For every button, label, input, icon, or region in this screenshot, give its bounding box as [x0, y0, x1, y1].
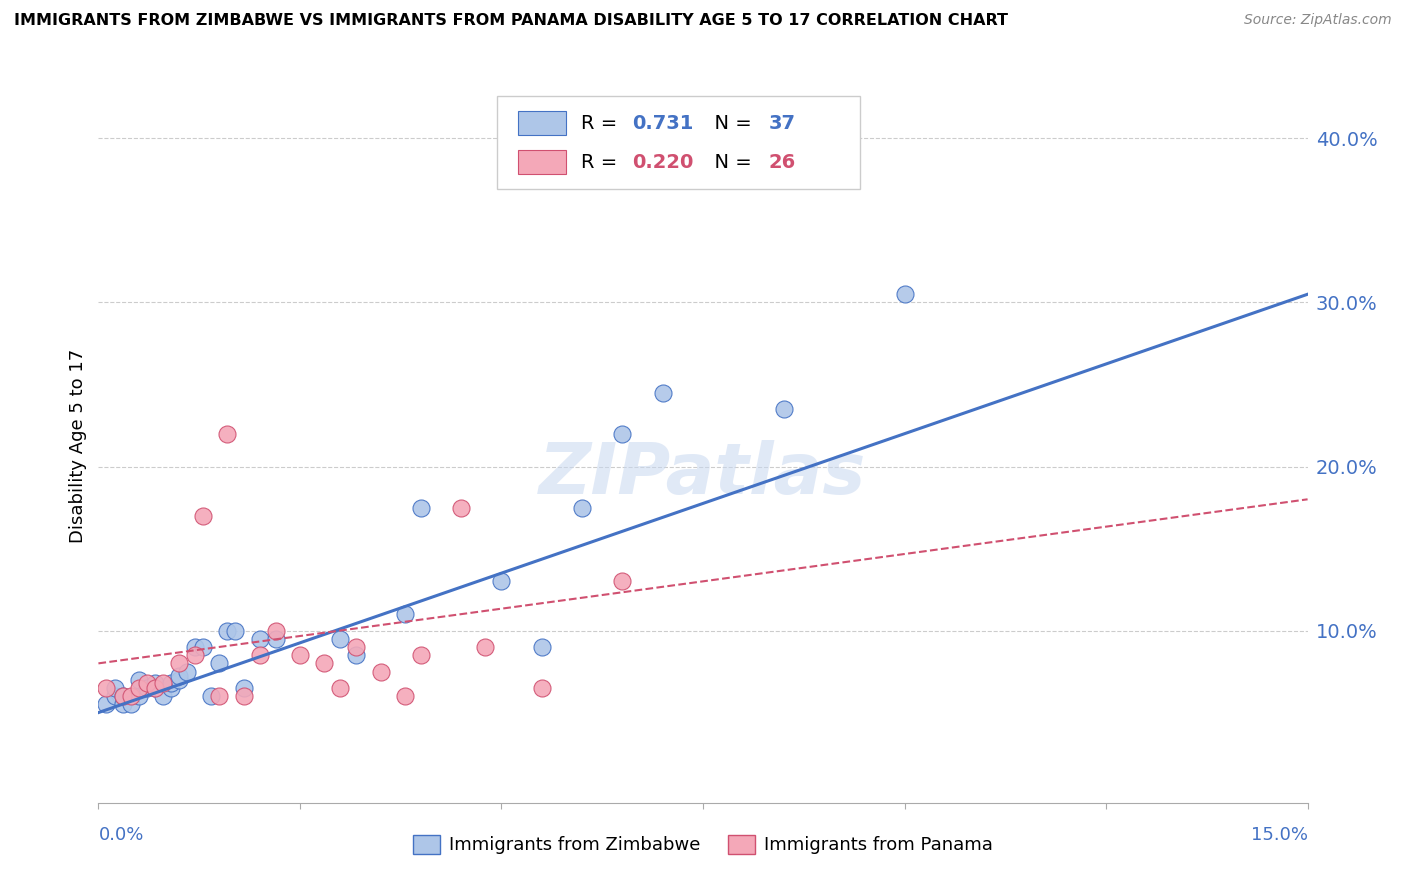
Point: [120, 689, 142, 703]
Point: [264, 624, 287, 638]
Point: [167, 669, 190, 683]
Point: [217, 624, 239, 638]
Point: [167, 673, 190, 687]
Point: [193, 508, 215, 523]
FancyBboxPatch shape: [517, 151, 567, 175]
Point: [344, 648, 367, 662]
Point: [152, 689, 174, 703]
Point: [249, 648, 271, 662]
Point: [409, 500, 432, 515]
Point: [329, 632, 352, 646]
Text: ZIPatlas: ZIPatlas: [540, 440, 866, 509]
Point: [224, 624, 246, 638]
Point: [772, 402, 794, 417]
Point: [193, 640, 215, 654]
Point: [612, 574, 634, 589]
Point: [232, 681, 254, 695]
Point: [893, 287, 915, 301]
Point: [394, 689, 416, 703]
Point: [143, 676, 166, 690]
Point: [176, 665, 198, 679]
Text: 15.0%: 15.0%: [1250, 826, 1308, 844]
Text: 0.0%: 0.0%: [98, 826, 143, 844]
Point: [135, 681, 157, 695]
Point: [409, 648, 432, 662]
FancyBboxPatch shape: [517, 111, 567, 135]
Point: [167, 657, 190, 671]
Point: [143, 681, 166, 695]
Point: [651, 385, 673, 400]
Point: [264, 632, 287, 646]
Point: [143, 681, 166, 695]
Point: [120, 698, 142, 712]
Legend: Immigrants from Zimbabwe, Immigrants from Panama: Immigrants from Zimbabwe, Immigrants fro…: [406, 828, 1000, 862]
Point: [200, 689, 222, 703]
Text: 0.220: 0.220: [631, 153, 693, 172]
Point: [571, 500, 593, 515]
Point: [314, 657, 336, 671]
Y-axis label: Disability Age 5 to 17: Disability Age 5 to 17: [69, 349, 87, 543]
Point: [152, 676, 174, 690]
Point: [96, 681, 118, 695]
Point: [474, 640, 496, 654]
Text: 26: 26: [768, 153, 796, 172]
Text: 37: 37: [768, 113, 796, 133]
Point: [288, 648, 311, 662]
Point: [128, 673, 150, 687]
Text: R =: R =: [581, 153, 623, 172]
Point: [96, 698, 118, 712]
Text: N =: N =: [702, 113, 758, 133]
Point: [208, 689, 231, 703]
Text: R =: R =: [581, 113, 623, 133]
Point: [184, 640, 207, 654]
Point: [491, 574, 513, 589]
Text: IMMIGRANTS FROM ZIMBABWE VS IMMIGRANTS FROM PANAMA DISABILITY AGE 5 TO 17 CORREL: IMMIGRANTS FROM ZIMBABWE VS IMMIGRANTS F…: [14, 13, 1008, 29]
Point: [128, 689, 150, 703]
Point: [394, 607, 416, 622]
Text: Source: ZipAtlas.com: Source: ZipAtlas.com: [1244, 13, 1392, 28]
Text: N =: N =: [702, 153, 758, 172]
Point: [208, 657, 231, 671]
Point: [344, 640, 367, 654]
Text: 0.731: 0.731: [631, 113, 693, 133]
Point: [612, 426, 634, 441]
Point: [232, 689, 254, 703]
Point: [111, 689, 134, 703]
Point: [249, 632, 271, 646]
Point: [530, 640, 553, 654]
Point: [450, 500, 472, 515]
Point: [103, 681, 125, 695]
Point: [184, 648, 207, 662]
Point: [160, 681, 183, 695]
Point: [103, 689, 125, 703]
Point: [135, 676, 157, 690]
Point: [217, 426, 239, 441]
Point: [111, 698, 134, 712]
FancyBboxPatch shape: [498, 96, 860, 189]
Point: [329, 681, 352, 695]
Point: [160, 676, 183, 690]
Point: [128, 681, 150, 695]
Point: [111, 689, 134, 703]
Point: [370, 665, 392, 679]
Point: [530, 681, 553, 695]
